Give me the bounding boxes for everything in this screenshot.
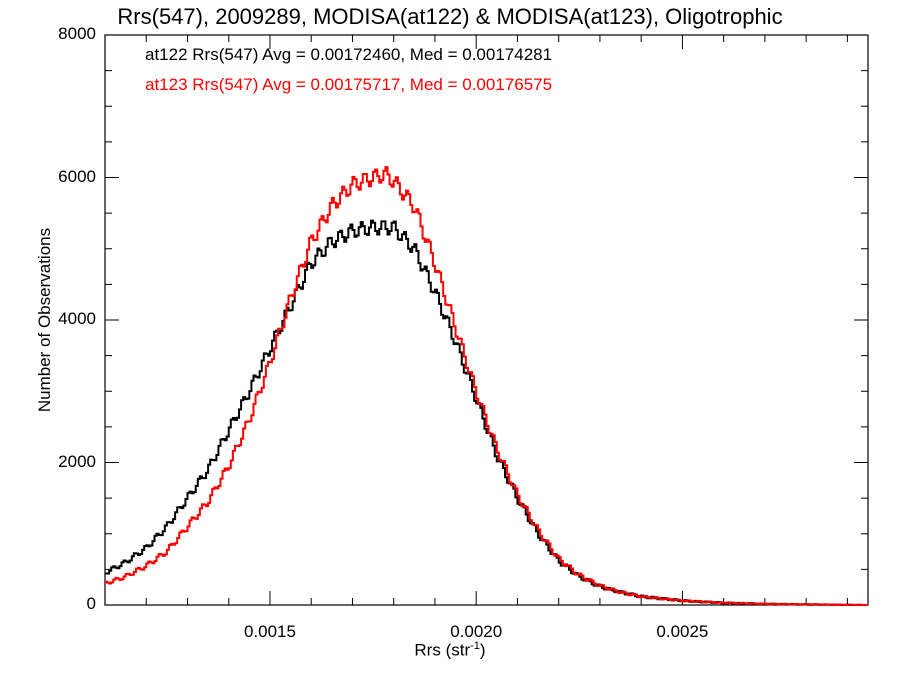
plot-frame (104, 34, 869, 606)
annotation-at123: at123 Rrs(547) Avg = 0.00175717, Med = 0… (145, 75, 553, 94)
y-tick-label: 0 (86, 594, 96, 613)
series-layer (105, 166, 868, 606)
annotation-at122: at122 Rrs(547) Avg = 0.00172460, Med = 0… (145, 45, 553, 64)
x-axis-label-text: Rrs (str (414, 640, 471, 660)
ticks (104, 34, 868, 606)
chart-title: Rrs(547), 2009289, MODISA(at122) & MODIS… (117, 4, 783, 29)
series-at123-line (105, 166, 868, 606)
series-at122-line (105, 219, 868, 606)
x-tick-label: 0.0020 (450, 622, 503, 641)
y-tick-label: 8000 (58, 24, 96, 43)
x-axis-label: Rrs (str-1) (0, 640, 900, 661)
x-axis-label-close: ) (479, 640, 486, 660)
x-tick-label: 0.0015 (243, 622, 296, 641)
x-axis-label-sup: -1 (470, 640, 480, 652)
y-tick-label: 4000 (58, 309, 96, 328)
y-tick-label: 2000 (58, 451, 96, 471)
y-tick-label: 6000 (58, 166, 96, 186)
x-tick-label: 0.0025 (656, 622, 709, 641)
